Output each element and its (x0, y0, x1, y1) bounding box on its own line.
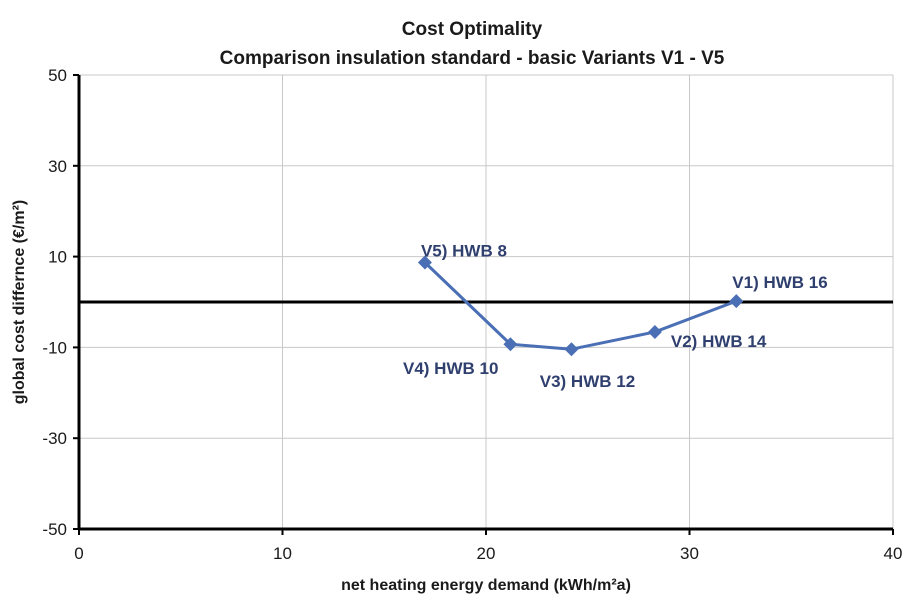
chart-subtitle: Comparison insulation standard - basic V… (220, 48, 725, 69)
y-tick-label-5: 50 (48, 66, 67, 85)
x-tick-label-1: 10 (273, 544, 292, 563)
y-tick-label-1: -30 (42, 429, 67, 448)
x-tick-label-2: 20 (477, 544, 496, 563)
data-labels: V5) HWB 8 V4) HWB 10 V3) HWB 12 V2) HWB 14 V… (403, 242, 828, 392)
y-axis-label: global cost differnce (€/m²) (11, 200, 28, 404)
x-tick-labels: 0 10 20 30 40 (74, 544, 902, 563)
x-tick-label-0: 0 (74, 544, 83, 563)
point-label-0: V5) HWB 8 (421, 242, 507, 261)
point-label-1: V4) HWB 10 (403, 359, 498, 378)
y-tick-labels: -50 -30 -10 10 30 50 (42, 66, 67, 539)
data-markers (417, 255, 744, 357)
point-label-2: V3) HWB 12 (540, 372, 635, 391)
marker-2 (564, 342, 579, 357)
x-axis-label: net heating energy demand (kWh/m²a) (341, 577, 631, 594)
x-tick-label-4: 40 (884, 544, 903, 563)
axes (73, 74, 894, 535)
marker-0 (417, 255, 432, 270)
marker-1 (503, 337, 518, 352)
y-tick-label-2: -10 (42, 338, 67, 357)
point-label-4: V1) HWB 16 (732, 273, 827, 292)
x-tick-label-3: 30 (680, 544, 699, 563)
y-tick-label-3: 10 (48, 248, 67, 267)
y-tick-label-4: 30 (48, 157, 67, 176)
y-tick-label-0: -50 (42, 520, 67, 539)
marker-3 (647, 324, 662, 339)
point-label-3: V2) HWB 14 (671, 332, 767, 351)
marker-4 (729, 294, 744, 309)
chart-title: Cost Optimality (402, 19, 543, 40)
